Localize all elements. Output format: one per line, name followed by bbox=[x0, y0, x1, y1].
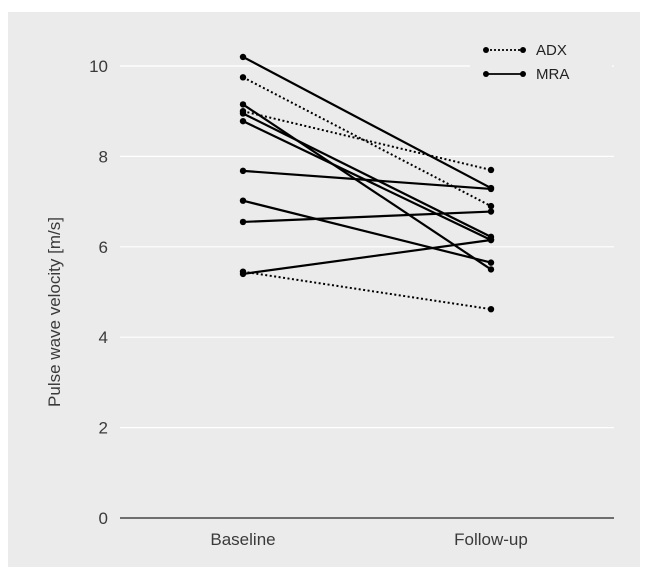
data-point-4-baseline bbox=[239, 53, 247, 61]
legend-marker-adx-start bbox=[483, 47, 489, 53]
data-point-1-baseline bbox=[239, 74, 247, 81]
series-mra-5 bbox=[239, 101, 495, 273]
data-point-11-follow-up bbox=[487, 236, 495, 244]
x-tick-label-follow-up: Follow-up bbox=[454, 530, 528, 549]
series-lines bbox=[239, 53, 495, 313]
series-line-1 bbox=[242, 76, 492, 208]
series-line-11 bbox=[242, 238, 492, 276]
series-mra-9 bbox=[239, 197, 495, 266]
series-mra-8 bbox=[239, 167, 495, 193]
series-mra-7 bbox=[239, 110, 495, 241]
legend: ADX MRA bbox=[470, 36, 612, 94]
series-line-7 bbox=[242, 112, 492, 238]
legend-label-mra: MRA bbox=[536, 66, 569, 83]
data-point-5-baseline bbox=[239, 101, 247, 108]
series-line-4 bbox=[242, 55, 492, 190]
legend-background bbox=[470, 36, 612, 94]
legend-item-mra: MRA bbox=[483, 66, 569, 83]
series-line-8 bbox=[242, 169, 492, 191]
x-tick-labels: Baseline Follow-up bbox=[210, 530, 527, 549]
y-axis-title: Pulse wave velocity [m/s] bbox=[45, 217, 64, 407]
series-line-5 bbox=[242, 103, 492, 271]
gridlines bbox=[120, 65, 614, 429]
series-mra-10 bbox=[239, 208, 495, 226]
data-point-1-follow-up bbox=[487, 202, 495, 210]
y-tick-label-4: 4 bbox=[99, 328, 108, 347]
data-point-11-baseline bbox=[239, 270, 247, 278]
data-point-5-follow-up bbox=[487, 266, 495, 273]
y-tick-label-6: 6 bbox=[99, 238, 108, 257]
series-line-3 bbox=[242, 270, 492, 311]
data-point-8-baseline bbox=[239, 167, 247, 175]
y-tick-labels: 0 2 4 6 8 10 bbox=[89, 57, 108, 528]
legend-item-adx: ADX bbox=[483, 42, 567, 59]
x-tick-label-baseline: Baseline bbox=[210, 530, 275, 549]
y-tick-label-8: 8 bbox=[99, 147, 108, 166]
chart-background bbox=[8, 12, 640, 567]
data-point-10-baseline bbox=[239, 218, 247, 226]
data-point-6-baseline bbox=[239, 117, 247, 125]
series-adx-1 bbox=[239, 74, 495, 210]
y-tick-label-0: 0 bbox=[99, 509, 108, 528]
y-tick-label-10: 10 bbox=[89, 57, 108, 76]
series-line-2 bbox=[242, 110, 492, 171]
data-point-2-follow-up bbox=[487, 166, 495, 174]
data-point-9-follow-up bbox=[487, 259, 495, 266]
legend-label-adx: ADX bbox=[536, 42, 567, 59]
y-tick-label-2: 2 bbox=[99, 419, 108, 438]
data-point-8-follow-up bbox=[487, 185, 495, 193]
legend-marker-mra-end bbox=[520, 71, 526, 77]
series-line-9 bbox=[242, 199, 492, 264]
data-point-10-follow-up bbox=[487, 208, 495, 215]
legend-marker-mra-start bbox=[483, 71, 489, 77]
data-point-7-baseline bbox=[239, 110, 247, 117]
series-line-10 bbox=[242, 210, 492, 224]
data-point-9-baseline bbox=[239, 197, 247, 204]
legend-marker-adx-end bbox=[520, 47, 526, 53]
data-point-3-follow-up bbox=[487, 305, 495, 313]
series-mra-11 bbox=[239, 236, 495, 278]
